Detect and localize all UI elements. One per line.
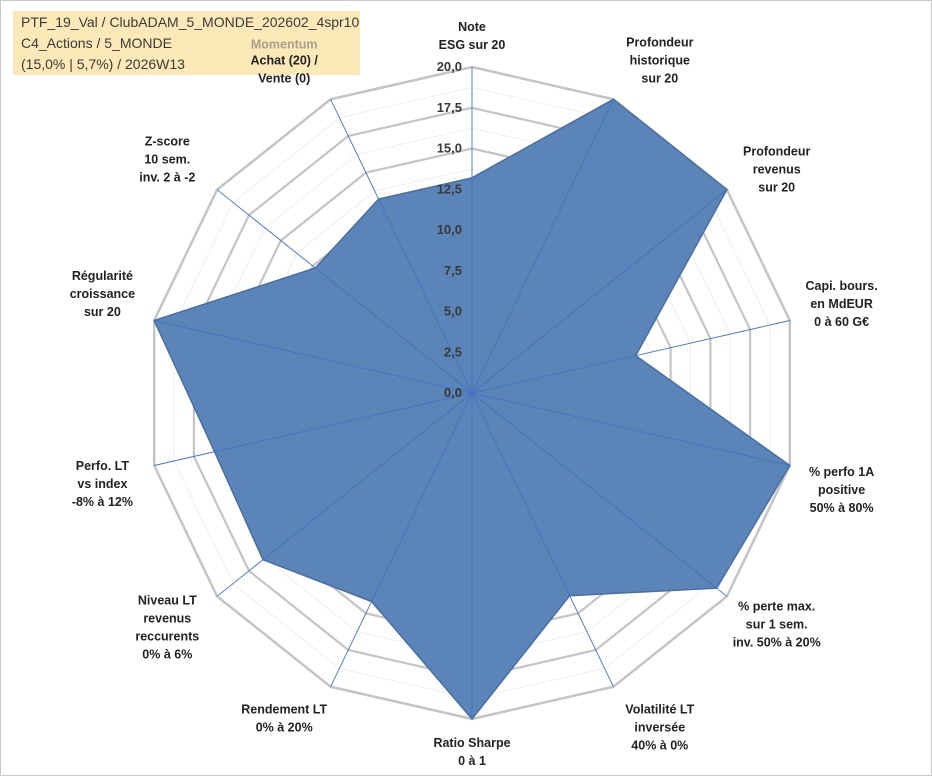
axis-spoke xyxy=(471,392,728,597)
axis-label: Note ESG sur 20 xyxy=(439,20,506,52)
tick-label: 10,0 xyxy=(437,222,462,237)
axis-label: Achat (20) / Vente (0) xyxy=(251,53,319,85)
axis-label-line: Profondeur xyxy=(743,145,810,159)
axis-label: % perfo 1A positive 50% à 80% xyxy=(809,465,874,515)
axis-label-line: Ratio Sharpe xyxy=(433,736,510,750)
axis-label: Volatilité LT inversée 40% à 0% xyxy=(625,703,694,753)
axis-label-line: 40% à 0% xyxy=(631,739,688,753)
axis-label: Régularité croissance sur 20 xyxy=(70,269,135,319)
axis-spoke xyxy=(154,320,473,394)
axis-spoke xyxy=(471,320,790,394)
axis-label: Profondeur revenus sur 20 xyxy=(743,145,810,195)
portfolio-info-box: PTF_19_Val / ClubADAM_5_MONDE_202602_4sp… xyxy=(13,11,360,75)
axis-spoke xyxy=(330,99,473,394)
axis-label-line: Perfo. LT xyxy=(76,459,130,473)
axis-label-line: Capi. bours. xyxy=(805,279,877,293)
tick-label: 0,0 xyxy=(444,385,462,400)
axis-spoke xyxy=(216,189,473,394)
axis-label-line: sur 20 xyxy=(641,71,678,85)
tick-label: 2,5 xyxy=(444,344,462,359)
axis-label: Perfo. LT vs index -8% à 12% xyxy=(72,459,133,509)
axis-label-line: Niveau LT xyxy=(138,594,197,608)
axis-label: Ratio Sharpe 0 à 1 xyxy=(433,736,510,768)
axis-spoke xyxy=(154,392,473,466)
axis-spoke xyxy=(471,99,614,394)
axis-label-line: reccurents xyxy=(135,630,199,644)
axis-label-line: 50% à 80% xyxy=(810,501,874,515)
momentum-annotation: Momentum xyxy=(251,37,318,51)
axis-label-line: Rendement LT xyxy=(241,703,327,717)
axis-label-line: % perfo 1A xyxy=(809,465,874,479)
axis-label-line: inv. 50% à 20% xyxy=(733,636,821,650)
tick-label: 7,5 xyxy=(444,263,462,278)
axis-label: Profondeur historique sur 20 xyxy=(626,35,693,85)
axis-label: % perte max. sur 1 sem. inv. 50% à 20% xyxy=(733,600,821,650)
portfolio-stats: (15,0% | 5,7%) / 2026W13 xyxy=(21,56,185,72)
tick-label: 12,5 xyxy=(437,181,462,196)
axis-label-line: Volatilité LT xyxy=(625,703,694,717)
tick-label: 15,0 xyxy=(437,141,462,156)
axis-spoke xyxy=(471,392,790,466)
axis-label-line: en MdEUR xyxy=(810,297,873,311)
axis-label-line: 0 à 1 xyxy=(458,754,486,768)
axis-label-line: 10 sem. xyxy=(144,153,190,167)
tick-label: 20,0 xyxy=(437,59,462,74)
axis-label-line: -8% à 12% xyxy=(72,495,133,509)
axis-label-line: revenus xyxy=(753,163,801,177)
tick-label: 5,0 xyxy=(444,304,462,319)
portfolio-name: PTF_19_Val / ClubADAM_5_MONDE_202602_4sp… xyxy=(21,14,360,30)
axis-label-line: vs index xyxy=(77,477,127,491)
axis-label-line: % perte max. xyxy=(738,600,815,614)
axis-label-line: Z-score xyxy=(145,135,190,149)
axis-label-line: 0% à 6% xyxy=(142,648,192,662)
portfolio-category: C4_Actions / 5_MONDE xyxy=(21,35,172,51)
axis-label-line: Note xyxy=(458,20,486,34)
axis-label-line: inversée xyxy=(634,721,685,735)
axis-label-line: inv. 2 à -2 xyxy=(139,171,195,185)
tick-label: 17,5 xyxy=(437,100,462,115)
axis-label: Z-score 10 sem. inv. 2 à -2 xyxy=(139,135,195,185)
axis-spoke xyxy=(471,392,614,687)
axis-label-line: Profondeur xyxy=(626,35,693,49)
axis-label-line: sur 20 xyxy=(758,181,795,195)
axis-label-line: sur 20 xyxy=(84,305,121,319)
axis-label-line: ESG sur 20 xyxy=(439,38,506,52)
axis-label-line: Régularité xyxy=(72,269,133,283)
axis-label-line: positive xyxy=(818,483,865,497)
axis-spoke xyxy=(216,392,473,597)
axis-label: Capi. bours. en MdEUR 0 à 60 G€ xyxy=(805,279,877,329)
axis-label-line: 0% à 20% xyxy=(256,721,313,735)
axis-label: Niveau LT revenus reccurents 0% à 6% xyxy=(135,594,199,662)
axis-spoke xyxy=(330,392,473,687)
axis-label-line: Achat (20) / xyxy=(251,53,319,67)
axis-label-line: croissance xyxy=(70,287,135,301)
axis-label-line: Vente (0) xyxy=(258,71,310,85)
axis-label-line: sur 1 sem. xyxy=(746,618,808,632)
axis-label-line: revenus xyxy=(143,612,191,626)
axis-label-line: historique xyxy=(630,53,690,67)
axis-label: Rendement LT 0% à 20% xyxy=(241,703,327,735)
axis-label-line: 0 à 60 G€ xyxy=(814,315,869,329)
axis-spoke xyxy=(471,189,728,394)
